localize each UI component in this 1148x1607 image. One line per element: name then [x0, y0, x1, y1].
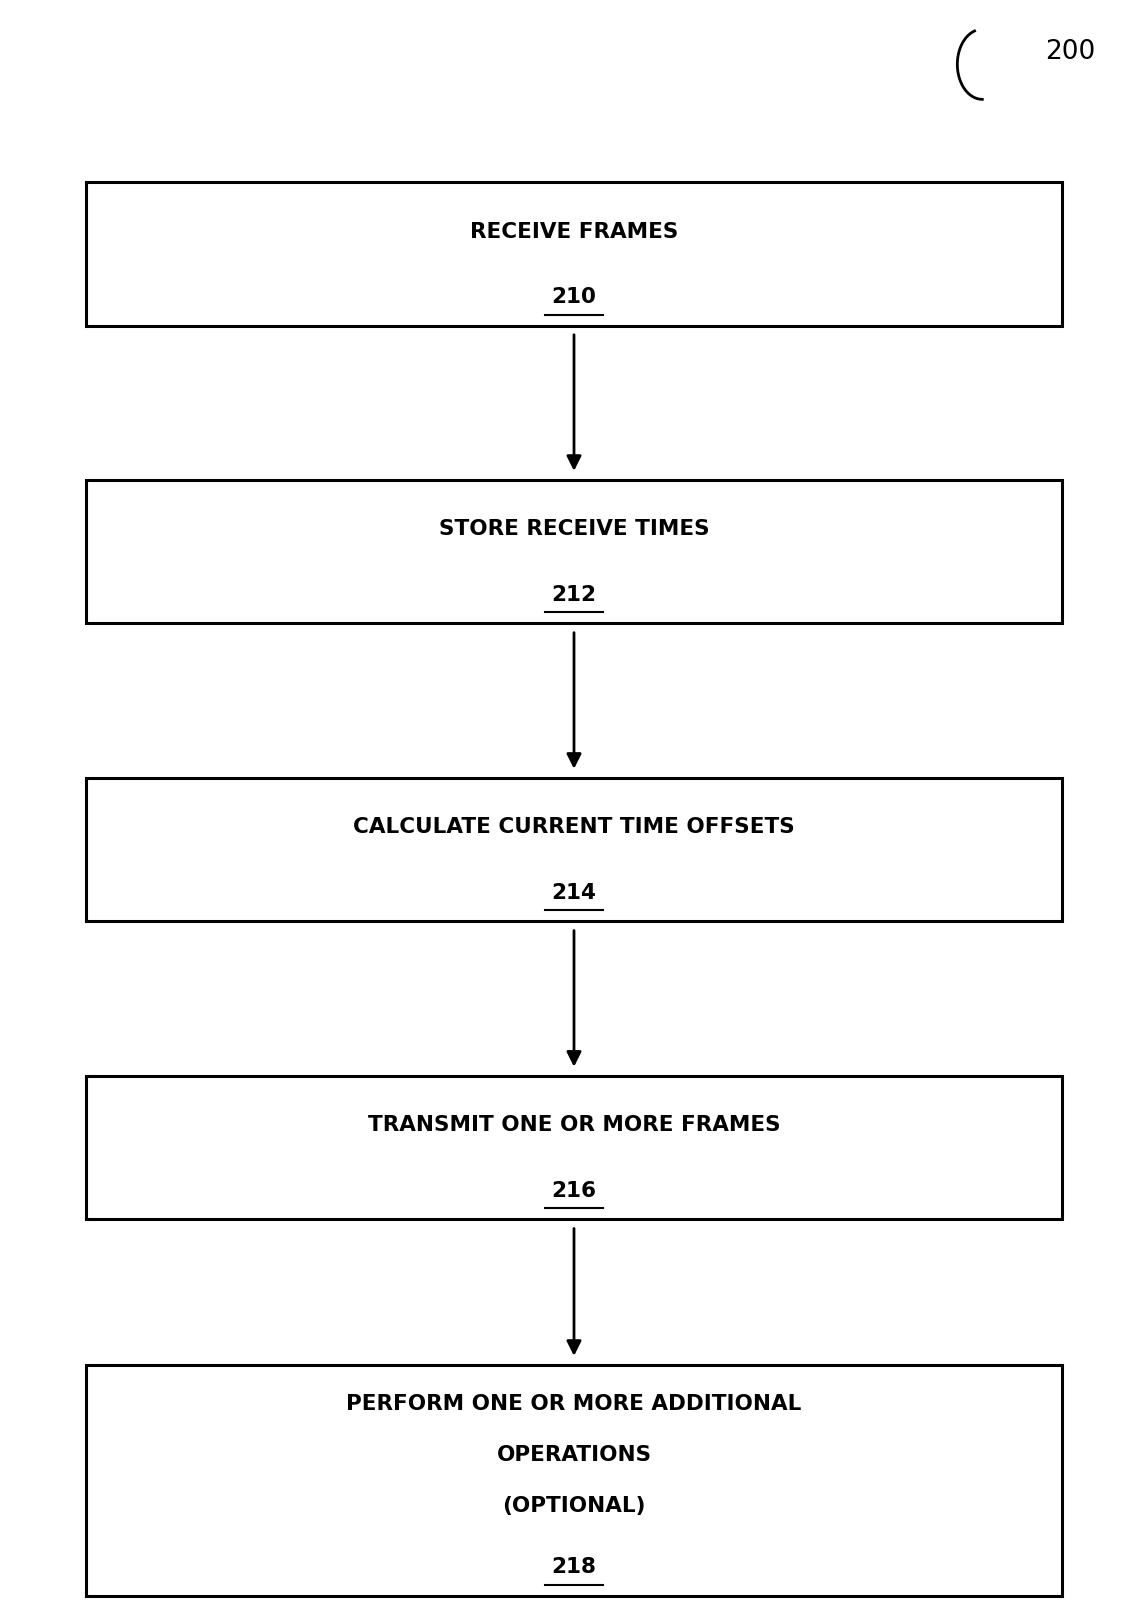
Text: PERFORM ONE OR MORE ADDITIONAL: PERFORM ONE OR MORE ADDITIONAL: [347, 1395, 801, 1414]
Text: 210: 210: [551, 288, 597, 307]
Text: 216: 216: [551, 1181, 597, 1200]
Bar: [86, 182, 1062, 326]
Text: TRANSMIT ONE OR MORE FRAMES: TRANSMIT ONE OR MORE FRAMES: [367, 1115, 781, 1135]
Text: 200: 200: [1045, 39, 1095, 64]
Text: STORE RECEIVE TIMES: STORE RECEIVE TIMES: [439, 519, 709, 540]
Bar: [86, 1077, 1062, 1220]
Text: 214: 214: [551, 882, 597, 903]
Text: 218: 218: [551, 1557, 597, 1578]
Bar: [86, 778, 1062, 921]
Text: CALCULATE CURRENT TIME OFFSETS: CALCULATE CURRENT TIME OFFSETS: [354, 818, 794, 837]
Text: (OPTIONAL): (OPTIONAL): [503, 1496, 646, 1515]
Bar: [86, 480, 1062, 624]
Text: OPERATIONS: OPERATIONS: [496, 1445, 652, 1466]
Text: 212: 212: [551, 585, 597, 604]
Text: RECEIVE FRAMES: RECEIVE FRAMES: [470, 222, 678, 241]
Bar: [86, 1364, 1062, 1596]
